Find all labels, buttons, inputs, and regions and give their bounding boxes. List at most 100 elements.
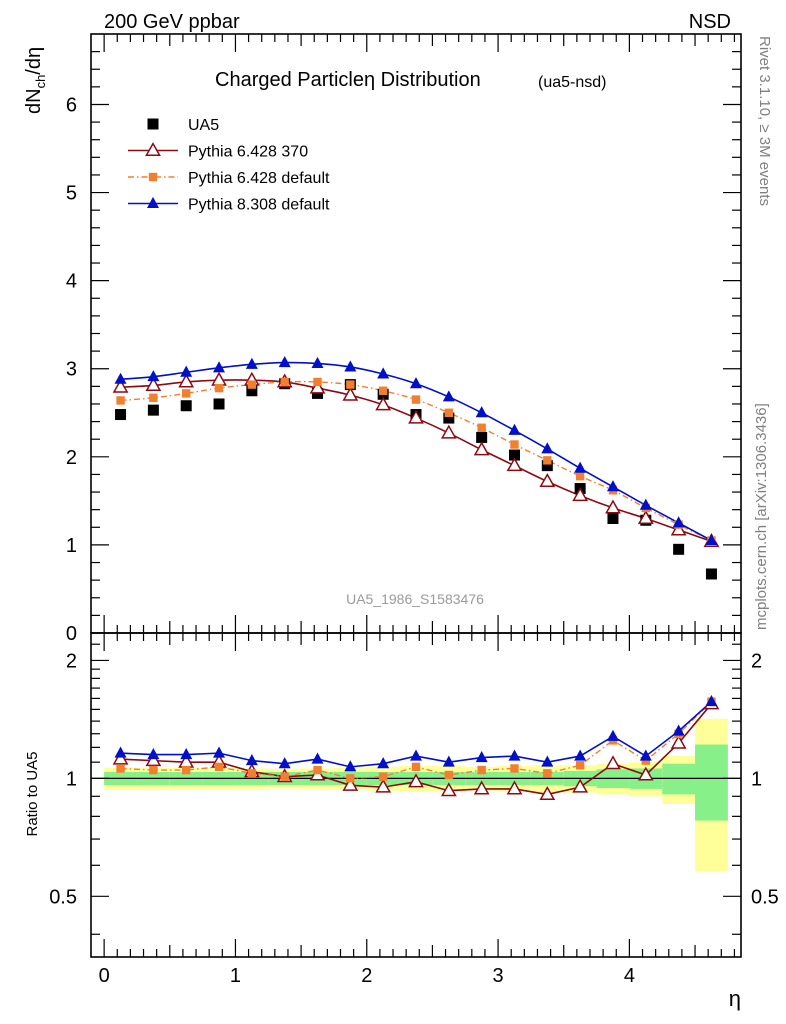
ratio-point-pythia-6-428-370 <box>342 776 359 791</box>
point-pythia-6-428-default <box>247 380 257 389</box>
point-pythia-8-308-default <box>705 533 718 546</box>
point-pythia-6-428-370 <box>605 499 621 514</box>
ratio-point-pythia-6-428-370 <box>408 773 424 788</box>
ratio-point-pythia-6-428-default <box>313 765 322 775</box>
ratio-point-pythia-6-428-370 <box>440 782 457 797</box>
ratio-point-pythia-8-308-default <box>114 746 127 758</box>
legend-label: UA5 <box>188 117 219 134</box>
legend-label: Pythia 6.428 370 <box>188 144 308 161</box>
point-pythia-8-308-default <box>639 498 652 510</box>
ratio-markers <box>112 695 720 800</box>
title-text: Charged Particle <box>215 69 364 91</box>
point-pythia-6-428-370 <box>211 371 227 386</box>
point-pythia-6-428-default <box>444 408 454 417</box>
point-pythia-8-308-default <box>147 370 160 382</box>
ratio-point-pythia-6-428-370 <box>539 785 556 800</box>
point-pythia-6-428-default <box>313 377 322 387</box>
ratio-point-pythia-6-428-default <box>182 765 191 775</box>
x-tick-label: 0 <box>99 965 110 987</box>
point-pythia-6-428-370 <box>408 409 424 424</box>
series-line-pythia-6-428-default <box>120 380 712 542</box>
point-ua5 <box>673 543 685 555</box>
ratio-point-pythia-8-308-default <box>147 747 160 760</box>
ratio-point-pythia-6-428-default <box>411 762 421 772</box>
point-ua5 <box>115 409 127 421</box>
ylabel-main: dN <box>23 88 45 114</box>
point-pythia-8-308-default <box>442 390 455 402</box>
ratio-point-pythia-6-428-default <box>477 765 486 775</box>
header-left-label: 200 GeV ppbar <box>104 11 240 33</box>
point-pythia-8-308-default <box>377 367 390 379</box>
point-pythia-6-428-370 <box>342 386 359 401</box>
ratio-point-pythia-6-428-default <box>543 769 552 778</box>
ratio-plot-axes: 0.5 0.5 1 1 2 2 0 1 2 3 4 <box>49 632 779 987</box>
point-ua5 <box>213 398 225 410</box>
x-tick-label: 3 <box>493 965 504 987</box>
point-pythia-6-428-370 <box>506 457 523 472</box>
ratio-y-tick-label: 1 <box>66 768 77 790</box>
y-tick-label: 5 <box>66 183 77 205</box>
point-pythia-6-428-370 <box>670 521 687 536</box>
ratio-point-pythia-8-308-default <box>213 746 226 758</box>
point-pythia-6-428-370 <box>309 379 326 394</box>
point-pythia-6-428-370 <box>112 378 129 393</box>
point-pythia-6-428-default <box>477 423 486 432</box>
ratio-uncertainty-bands <box>91 718 741 872</box>
ylabel-sub: ch <box>33 75 48 89</box>
point-pythia-8-308-default <box>278 355 291 368</box>
point-pythia-6-428-default <box>149 393 158 403</box>
point-ua5 <box>541 460 553 472</box>
point-pythia-8-308-default <box>541 442 554 454</box>
y-tick-label: 0 <box>66 623 77 645</box>
ratio-point-pythia-6-428-370 <box>145 752 162 767</box>
x-tick-label: 1 <box>230 965 241 987</box>
legend-marker <box>147 118 159 130</box>
ratio-point-pythia-6-428-default <box>444 770 454 780</box>
ratio-point-pythia-6-428-default <box>214 762 224 772</box>
ratio-point-pythia-8-308-default <box>475 750 488 763</box>
point-pythia-6-428-370 <box>539 473 556 488</box>
point-pythia-8-308-default <box>245 357 258 369</box>
point-pythia-8-308-default <box>311 356 324 368</box>
point-pythia-6-428-default <box>411 395 421 404</box>
ratio-point-pythia-8-308-default <box>508 749 521 761</box>
ratio-point-pythia-6-428-370 <box>375 778 392 793</box>
point-ua5 <box>508 449 520 461</box>
ratio-point-pythia-6-428-default <box>149 765 158 775</box>
ratio-point-pythia-8-308-default <box>705 695 718 707</box>
ratio-y-tick-label-right: 1 <box>751 768 762 790</box>
point-pythia-8-308-default <box>475 406 488 418</box>
point-pythia-6-428-default <box>346 380 355 389</box>
legend-label: Pythia 6.428 default <box>188 170 330 187</box>
point-pythia-8-308-default <box>410 377 422 389</box>
mcplots-label: mcplots.cern.ch [arXiv:1306.3436] <box>753 403 770 630</box>
ratio-point-pythia-6-428-default <box>280 772 289 781</box>
analysis-id-label: UA5_1986_S1583476 <box>346 591 484 607</box>
ratio-point-pythia-8-308-default <box>377 757 390 769</box>
legend-marker <box>147 196 159 208</box>
point-pythia-6-428-370 <box>178 373 195 388</box>
ratio-point-pythia-6-428-370 <box>670 734 687 749</box>
main-plot-markers <box>112 355 720 580</box>
point-pythia-8-308-default <box>213 361 226 373</box>
main-plot-series-lines <box>120 361 712 543</box>
point-pythia-6-428-370 <box>440 424 457 439</box>
point-pythia-6-428-default <box>214 383 224 393</box>
ratio-point-pythia-6-428-default <box>378 772 388 781</box>
point-pythia-6-428-default <box>280 377 289 387</box>
title-rest: Distribution <box>375 69 481 91</box>
point-pythia-6-428-default <box>182 389 191 398</box>
y-tick-label: 2 <box>66 447 77 469</box>
point-ua5 <box>147 404 159 416</box>
main-plot-axes: 0 1 2 3 4 5 6 <box>66 33 742 645</box>
ratio-point-pythia-8-308-default <box>344 760 357 772</box>
point-pythia-6-428-370 <box>145 377 162 392</box>
main-plot-subtitle: (ua5-nsd) <box>538 74 606 91</box>
ratio-point-pythia-6-428-370 <box>637 766 654 781</box>
point-pythia-6-428-370 <box>473 441 490 456</box>
ratio-point-pythia-6-428-default <box>346 774 355 783</box>
point-pythia-6-428-default <box>378 386 388 395</box>
legend: UA5 Pythia 6.428 370 Pythia 6.428 default P… <box>128 117 330 214</box>
ratio-point-pythia-8-308-default <box>606 729 619 741</box>
